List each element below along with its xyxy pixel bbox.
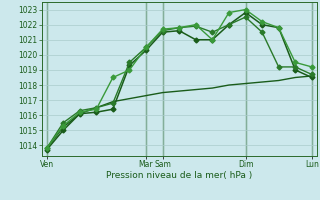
X-axis label: Pression niveau de la mer( hPa ): Pression niveau de la mer( hPa )	[106, 171, 252, 180]
